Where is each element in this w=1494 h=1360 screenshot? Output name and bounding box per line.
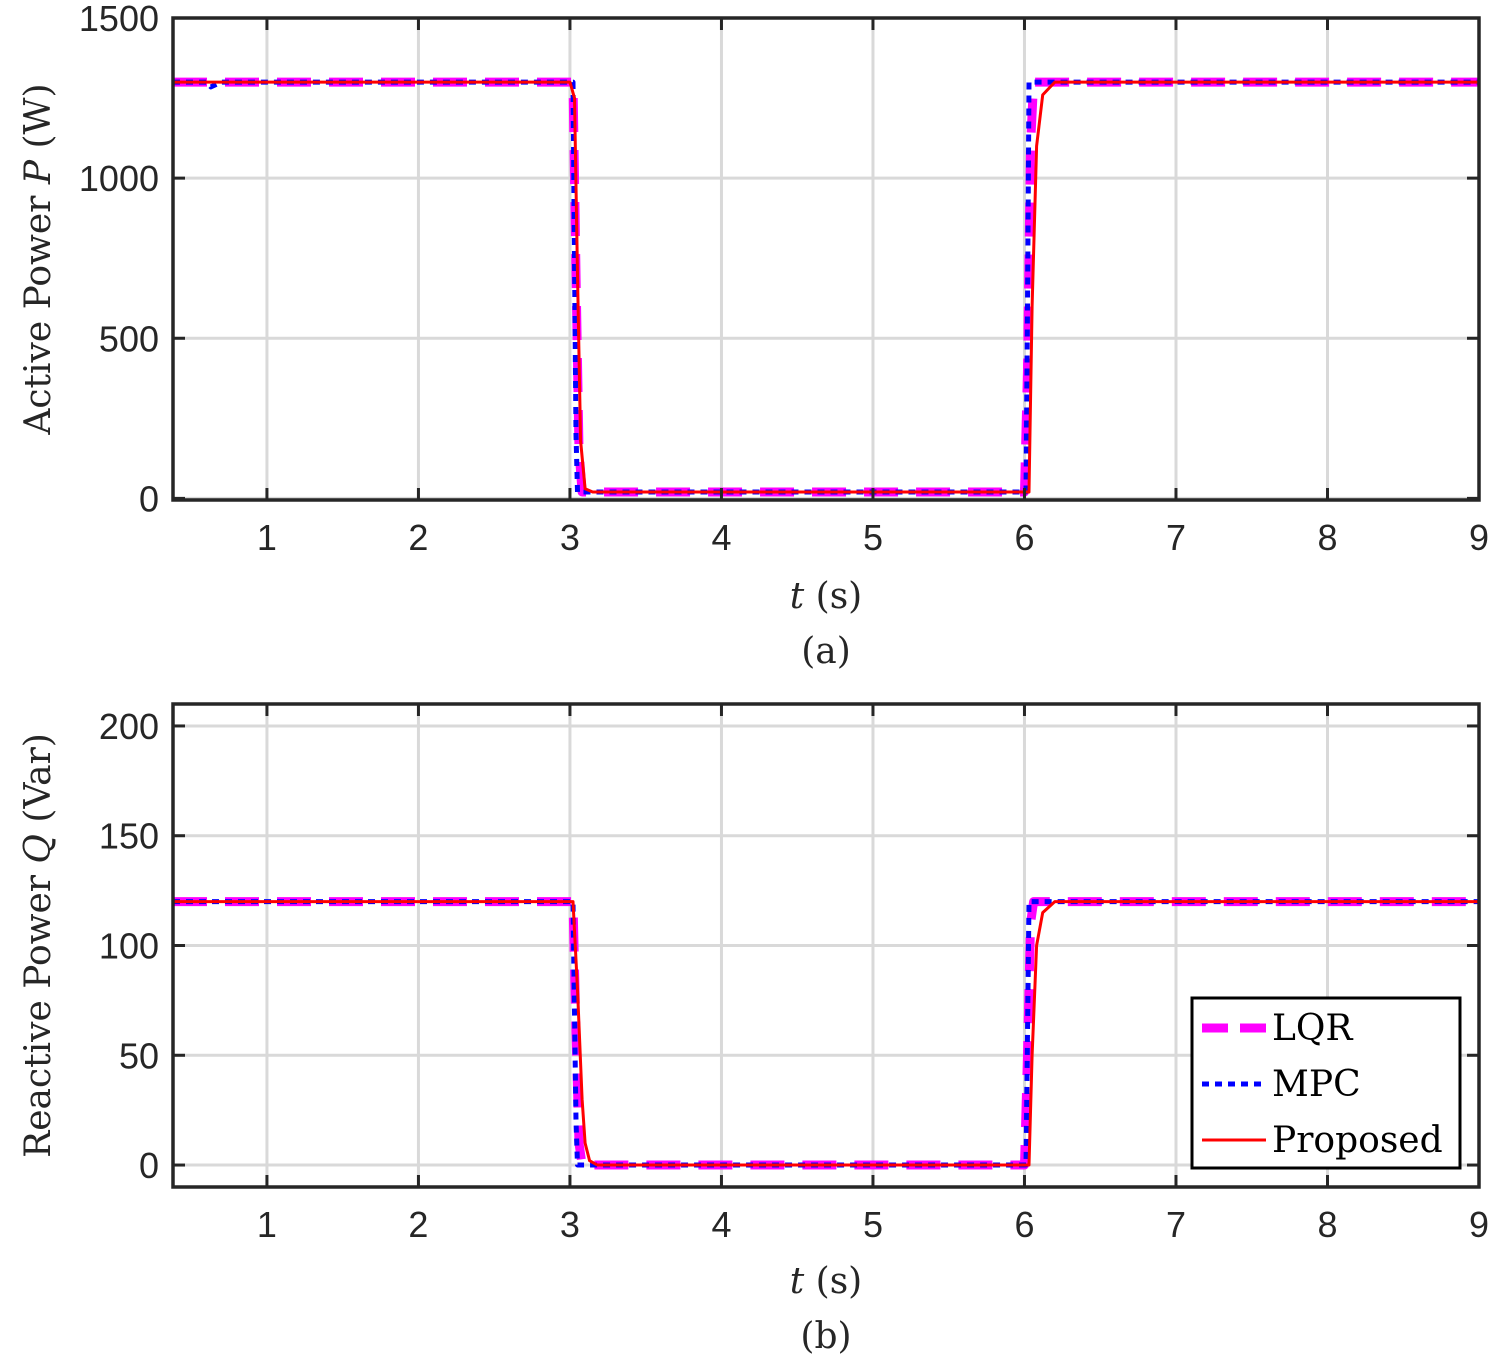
x-tick-label: 4: [711, 517, 731, 558]
series-proposed-line: [173, 900, 1479, 1167]
x-tick-label: 7: [1166, 517, 1186, 558]
x-tick-label: 6: [1014, 517, 1034, 558]
panel-caption: (b): [800, 1316, 851, 1357]
series-mpc-line: [173, 899, 1479, 1168]
y-tick-label: 1500: [79, 0, 159, 39]
x-tick-label: 1: [257, 517, 277, 558]
chart-panel-b: 1 2 3 4 5 6 7 8 9 0 50 100 150 200 t (s) Reactive Power…: [18, 702, 1489, 1357]
x-axis-label: t (s): [790, 576, 862, 617]
x-tick-label: 8: [1317, 1204, 1337, 1245]
series-mpc-line: [173, 79, 1479, 495]
y-tick-label: 500: [99, 318, 159, 359]
panel-caption: (a): [801, 631, 851, 672]
axes-frame: [171, 16, 1481, 502]
x-tick-label: 2: [408, 1204, 428, 1245]
y-tick-label: 0: [139, 478, 159, 519]
y-tick-label: 0: [139, 1145, 159, 1186]
y-tick-label: 1000: [79, 158, 159, 199]
legend-label-lqr: LQR: [1272, 1008, 1353, 1049]
x-tick-label: 6: [1014, 1204, 1034, 1245]
x-tick-label: 3: [560, 517, 580, 558]
x-tick-label: 3: [560, 1204, 580, 1245]
x-tick-label: 5: [863, 517, 883, 558]
y-axis-label: Reactive Power Q (Var): [18, 733, 59, 1158]
x-tick-label: 7: [1166, 1204, 1186, 1245]
x-tick-label: 9: [1469, 517, 1489, 558]
chart-panel-a: 1 2 3 4 5 6 7 8 9 0 500 1000 1500 t (s) Active Power P…: [18, 0, 1489, 672]
y-tick-label: 200: [99, 706, 159, 747]
plot-area: [173, 18, 1479, 500]
x-tick-label: 1: [257, 1204, 277, 1245]
legend-label-proposed: Proposed: [1272, 1120, 1443, 1161]
series-proposed-line: [173, 80, 1479, 494]
x-tick-label: 5: [863, 1204, 883, 1245]
y-axis-label: Active Power P (W): [18, 83, 59, 435]
y-tick-label: 100: [99, 926, 159, 967]
legend-box: [1190, 996, 1462, 1170]
legend-label-mpc: MPC: [1272, 1064, 1361, 1105]
x-tick-label: 4: [711, 1204, 731, 1245]
x-tick-label: 9: [1469, 1204, 1489, 1245]
x-tick-label: 2: [408, 517, 428, 558]
legend: LQR MPC Proposed: [1190, 996, 1462, 1170]
y-tick-label: 50: [119, 1035, 159, 1076]
y-tick-label: 150: [99, 816, 159, 857]
x-tick-label: 8: [1317, 517, 1337, 558]
x-axis-label: t (s): [790, 1261, 862, 1302]
